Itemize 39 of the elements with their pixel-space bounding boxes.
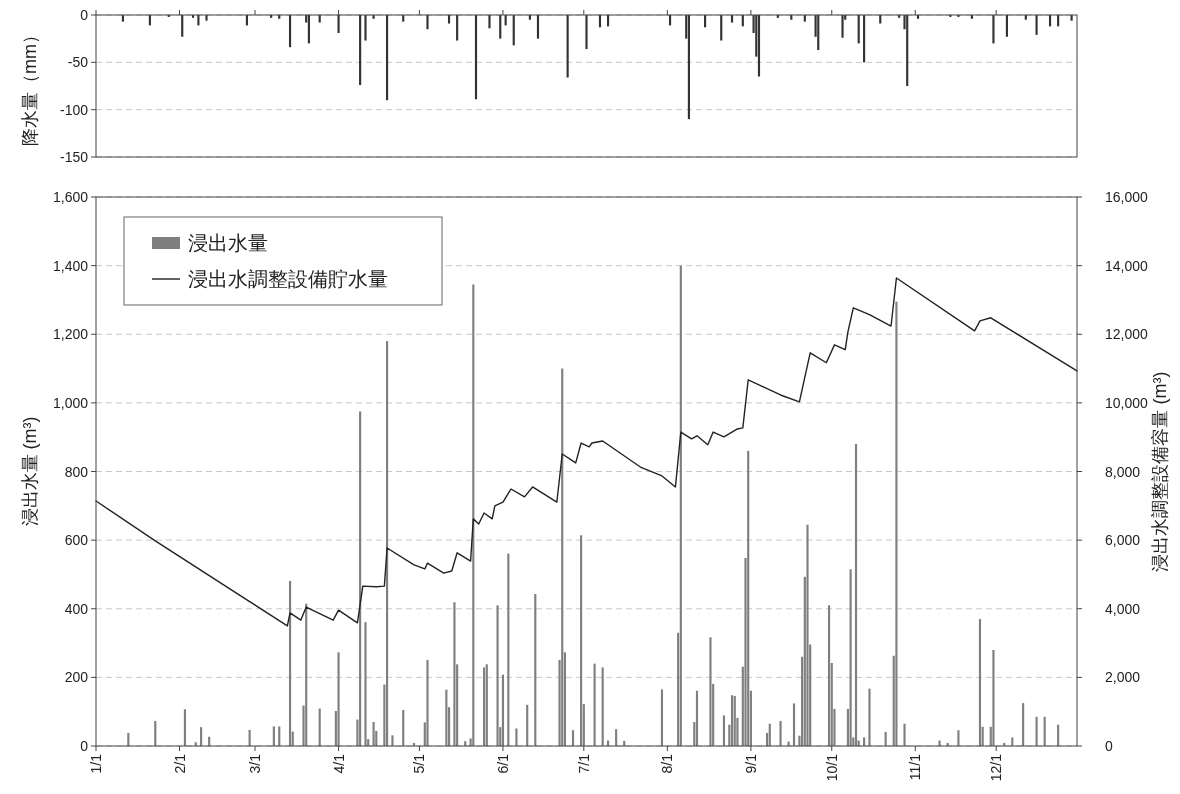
y-tick-label: 400 bbox=[64, 600, 89, 617]
x-tick-label: 8/1 bbox=[659, 753, 676, 774]
x-tick-label: 4/1 bbox=[330, 753, 347, 774]
y2-axis-title: 浸出水調整設備容量 (m³) bbox=[1150, 371, 1170, 572]
x-tick-label: 9/1 bbox=[742, 753, 759, 774]
y-tick-label: 800 bbox=[64, 463, 89, 480]
x-tick-label: 3/1 bbox=[247, 753, 264, 774]
x-tick-label: 2/1 bbox=[171, 753, 188, 774]
x-tick-label: 6/1 bbox=[494, 753, 511, 774]
y-tick-label: 200 bbox=[64, 669, 89, 686]
y-tick-label: 600 bbox=[64, 532, 89, 549]
x-tick-label: 12/1 bbox=[988, 753, 1005, 782]
y2-tick-label: 2,000 bbox=[1105, 669, 1141, 686]
y-tick-label: 1,600 bbox=[52, 189, 89, 205]
y-tick-label: 1,000 bbox=[52, 394, 89, 411]
y-axis-title: 降水量（mm） bbox=[20, 26, 40, 146]
x-tick-label: 10/1 bbox=[823, 753, 840, 782]
y-tick-label: -150 bbox=[59, 149, 89, 165]
y2-tick-label: 16,000 bbox=[1105, 189, 1149, 205]
y-axis-title: 浸出水量 (m³) bbox=[20, 416, 40, 527]
x-tick-label: 11/1 bbox=[907, 753, 924, 781]
y-tick-label: 1,400 bbox=[52, 257, 89, 274]
y2-tick-label: 4,000 bbox=[1105, 600, 1141, 617]
y2-tick-label: 6,000 bbox=[1105, 532, 1141, 549]
x-tick-label: 5/1 bbox=[411, 753, 428, 774]
legend-label: 浸出水量 bbox=[188, 232, 268, 254]
x-tick-label: 7/1 bbox=[575, 753, 592, 774]
y2-tick-label: 14,000 bbox=[1105, 257, 1149, 274]
y2-tick-label: 0 bbox=[1105, 738, 1113, 754]
y-tick-label: 1,200 bbox=[52, 326, 89, 343]
y-tick-label: 0 bbox=[80, 738, 89, 754]
y-tick-label: -100 bbox=[59, 101, 89, 118]
y-tick-label: 0 bbox=[80, 7, 89, 23]
y-tick-label: -50 bbox=[67, 54, 89, 71]
y2-tick-label: 10,000 bbox=[1105, 394, 1149, 411]
y2-tick-label: 12,000 bbox=[1105, 326, 1149, 343]
x-tick-label: 1/1 bbox=[88, 753, 104, 774]
legend-label: 浸出水調整設備貯水量 bbox=[188, 268, 388, 290]
y2-tick-label: 8,000 bbox=[1105, 463, 1141, 480]
